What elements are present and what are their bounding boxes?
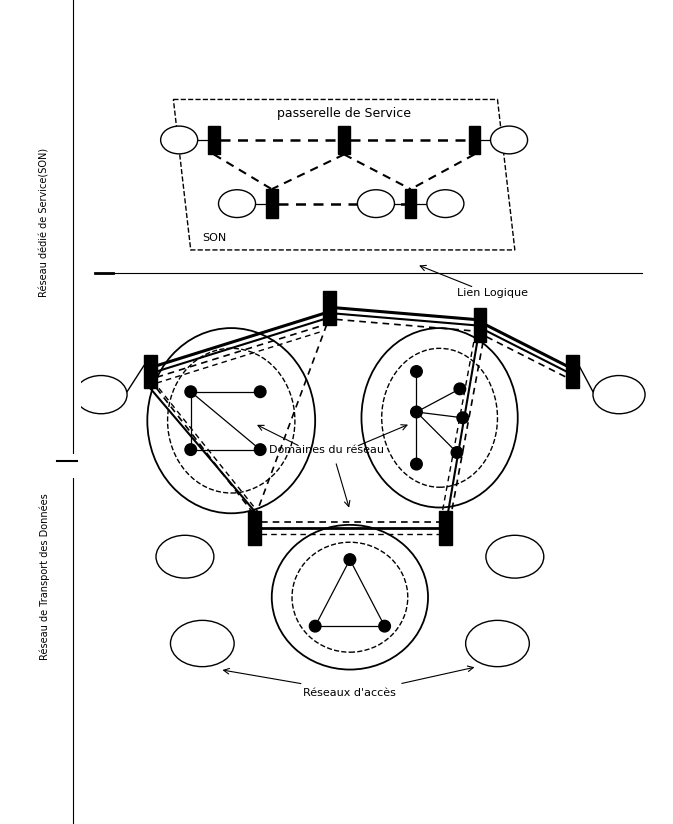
Bar [248, 511, 260, 545]
Circle shape [185, 386, 197, 397]
Bar [474, 308, 487, 342]
Ellipse shape [357, 190, 394, 218]
Ellipse shape [272, 525, 428, 670]
Circle shape [254, 444, 266, 456]
Ellipse shape [593, 376, 645, 414]
Ellipse shape [466, 620, 530, 667]
Ellipse shape [219, 190, 256, 218]
Bar [439, 511, 452, 545]
Text: Lien Logique: Lien Logique [457, 288, 528, 298]
Ellipse shape [361, 328, 518, 508]
Circle shape [454, 383, 466, 395]
Bar [144, 354, 157, 388]
Bar [266, 190, 277, 218]
Bar [405, 190, 417, 218]
Bar [323, 291, 336, 325]
Bar [567, 354, 579, 388]
Ellipse shape [156, 536, 214, 578]
Ellipse shape [427, 190, 464, 218]
Circle shape [411, 366, 422, 377]
Bar [339, 125, 350, 154]
Circle shape [344, 554, 355, 565]
Circle shape [379, 620, 390, 632]
Circle shape [310, 620, 321, 632]
Ellipse shape [170, 620, 234, 667]
Bar [468, 125, 480, 154]
Ellipse shape [75, 376, 127, 414]
Circle shape [411, 458, 422, 470]
Text: passerelle de Service: passerelle de Service [277, 107, 411, 120]
Text: Réseau de Transport des Données: Réseau de Transport des Données [39, 494, 50, 660]
Ellipse shape [382, 349, 497, 487]
Ellipse shape [292, 542, 408, 652]
Text: SON: SON [203, 233, 227, 243]
Bar [208, 125, 219, 154]
Circle shape [451, 447, 463, 458]
Text: Domaines du réseau: Domaines du réseau [269, 445, 384, 455]
Circle shape [254, 386, 266, 397]
Ellipse shape [147, 328, 315, 513]
Ellipse shape [491, 126, 528, 154]
Ellipse shape [161, 126, 198, 154]
Text: Réseau dédié de Service(SON): Réseau dédié de Service(SON) [40, 148, 49, 297]
Circle shape [411, 406, 422, 418]
Ellipse shape [486, 536, 544, 578]
Circle shape [457, 412, 468, 424]
Ellipse shape [168, 349, 295, 493]
Text: Réseaux d'accès: Réseaux d'accès [304, 688, 396, 698]
Circle shape [185, 444, 197, 456]
